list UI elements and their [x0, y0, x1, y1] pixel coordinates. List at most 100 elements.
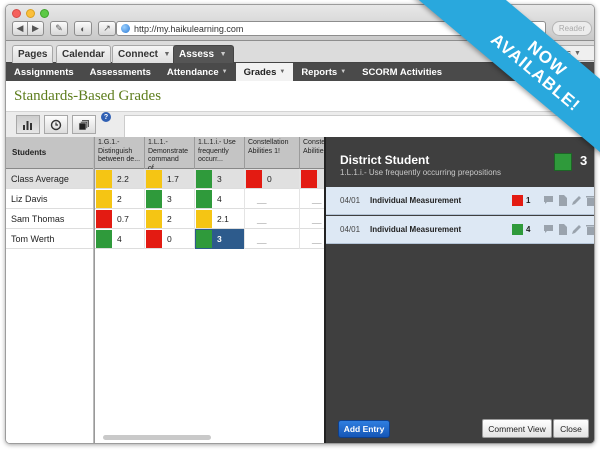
mastery-color-swatch	[146, 230, 162, 248]
standard-column-header[interactable]: 1.L.1.i.- Use frequently occurr...	[195, 137, 245, 169]
standard-column-header[interactable]: Conste Abilities	[300, 137, 326, 169]
grade-cell[interactable]: 2.2	[95, 169, 145, 189]
grade-cell[interactable]: 3	[145, 189, 195, 209]
comment-view-button[interactable]: Comment View	[482, 419, 552, 438]
grade-value: __	[312, 234, 322, 244]
grade-cell[interactable]: 0	[145, 229, 195, 249]
forward-arrow-icon: ▶	[32, 23, 39, 33]
standard-column-header[interactable]: 1.L.1.- Demonstrate command of...	[145, 137, 195, 169]
grade-cell[interactable]: 2	[95, 189, 145, 209]
grade-value: 2.2	[117, 174, 129, 184]
forward-button[interactable]: ▶	[28, 21, 44, 36]
entry-date: 04/01	[340, 225, 361, 234]
chevron-down-icon: ▼	[279, 69, 286, 75]
trash-icon[interactable]	[585, 193, 594, 207]
grade-cell[interactable]: 4	[195, 189, 245, 209]
grade-cell[interactable]: 0.7	[95, 209, 145, 229]
extension-button[interactable]: ◐	[74, 21, 92, 36]
chevron-down-icon: ▼	[221, 69, 228, 75]
document-icon[interactable]	[557, 222, 568, 236]
browser-titlebar: ◀ ▶ ✎ ◐ ↗ http://my.haikulearning.com Re…	[6, 5, 594, 41]
comment-icon[interactable]	[543, 222, 554, 236]
student-row-class-average[interactable]: Class Average	[6, 169, 93, 189]
grade-cell[interactable]	[300, 169, 326, 189]
window-controls	[12, 9, 49, 18]
grades-grid: 1.G.1.- Distinguish between de... 1.L.1.-…	[94, 137, 326, 443]
subnav-attendance[interactable]: Attendance ▼	[159, 63, 236, 81]
tab-assess[interactable]: Assess ▼	[173, 45, 235, 63]
pencil-icon[interactable]	[571, 193, 582, 207]
share-button[interactable]: ↗	[98, 21, 116, 36]
grade-cell[interactable]: 3	[195, 169, 245, 189]
student-row-liz-davis[interactable]: Liz Davis	[6, 189, 93, 209]
standards-header-row: 1.G.1.- Distinguish between de... 1.L.1.-…	[95, 137, 326, 169]
manage-class-label: age Class	[531, 48, 572, 58]
help-icon[interactable]: ?	[101, 112, 111, 122]
stack-view-button[interactable]	[72, 115, 96, 134]
grade-cell[interactable]: __	[245, 229, 300, 249]
document-icon[interactable]	[557, 193, 568, 207]
comment-icon[interactable]	[543, 193, 554, 207]
tab-pages[interactable]: Pages	[12, 45, 54, 63]
url-text: http://my.haikulearning.com	[134, 23, 244, 34]
mastery-color-swatch	[96, 170, 112, 188]
subnav-assessments[interactable]: Assessments	[82, 63, 159, 81]
close-window-button[interactable]	[12, 9, 21, 18]
chart-view-button[interactable]	[16, 115, 40, 134]
zoom-window-button[interactable]	[40, 9, 49, 18]
grade-cell[interactable]: 4	[95, 229, 145, 249]
grade-cell[interactable]: 0	[245, 169, 300, 189]
mastery-color-swatch	[196, 190, 212, 208]
scrollbar-thumb[interactable]	[103, 435, 211, 440]
horizontal-scrollbar[interactable]	[95, 435, 326, 441]
chevron-down-icon: ▼	[163, 51, 171, 58]
subnav-scorm-activities[interactable]: SCORM Activities	[354, 63, 450, 81]
browser-nav: ◀ ▶ ✎ ◐ ↗	[12, 21, 116, 36]
subnav-grades[interactable]: Grades ▼	[235, 63, 294, 81]
mastery-color-swatch	[196, 170, 212, 188]
sub-navigation: Assignments Assessments Attendance ▼ Grad…	[6, 63, 594, 81]
subnav-label: Grades	[243, 66, 277, 78]
reader-button[interactable]: Reader	[552, 21, 592, 36]
grade-cell[interactable]: 1.7	[145, 169, 195, 189]
address-bar[interactable]: http://my.haikulearning.com	[116, 21, 546, 36]
minimize-window-button[interactable]	[26, 9, 35, 18]
standard-column-header[interactable]: Constellation Abilities 1!	[245, 137, 300, 169]
grade-cell[interactable]: __	[245, 189, 300, 209]
manage-class-menu[interactable]: age Class ▼	[526, 45, 594, 61]
grade-cell[interactable]: __	[300, 189, 326, 209]
globe-icon	[121, 24, 130, 33]
student-name-column: Students Class Average Liz Davis Sam Tho…	[6, 137, 94, 443]
tab-calendar-label: Calendar	[62, 49, 105, 60]
back-button[interactable]: ◀	[12, 21, 28, 36]
score-entry[interactable]: 04/01 Individual Measurement 4	[326, 216, 594, 244]
bookmark-button[interactable]: ✎	[50, 21, 68, 36]
timeline-view-button[interactable]	[44, 115, 68, 134]
browser-window: ◀ ▶ ✎ ◐ ↗ http://my.haikulearning.com Re…	[5, 4, 595, 444]
subnav-label: Attendance	[166, 66, 219, 78]
close-button[interactable]: Close	[553, 419, 589, 438]
panel-student-name: District Student	[340, 153, 430, 167]
grade-value: __	[312, 214, 322, 224]
grade-cell[interactable]: __	[300, 229, 326, 249]
subnav-reports[interactable]: Reports ▼	[293, 63, 354, 81]
score-entry[interactable]: 04/01 Individual Measurement 1	[326, 187, 594, 215]
grade-value: 2.1	[217, 214, 229, 224]
grade-cell[interactable]: 3	[195, 229, 245, 249]
standard-column-header[interactable]: 1.G.1.- Distinguish between de...	[95, 137, 145, 169]
grade-value: __	[257, 194, 267, 204]
grade-cell[interactable]: 2.1	[195, 209, 245, 229]
grade-cell[interactable]: __	[300, 209, 326, 229]
tab-connect[interactable]: Connect ▼	[112, 45, 178, 63]
grade-cell[interactable]: 2	[145, 209, 195, 229]
student-row-tom-werth[interactable]: Tom Werth	[6, 229, 93, 249]
tab-calendar[interactable]: Calendar	[56, 45, 111, 63]
mastery-color-swatch	[196, 230, 212, 248]
grade-cell[interactable]: __	[245, 209, 300, 229]
pencil-icon[interactable]	[571, 222, 582, 236]
students-header[interactable]: Students	[6, 137, 93, 169]
add-entry-button[interactable]: Add Entry	[338, 420, 390, 438]
student-row-sam-thomas[interactable]: Sam Thomas	[6, 209, 93, 229]
trash-icon[interactable]	[585, 222, 594, 236]
subnav-assignments[interactable]: Assignments	[6, 63, 82, 81]
